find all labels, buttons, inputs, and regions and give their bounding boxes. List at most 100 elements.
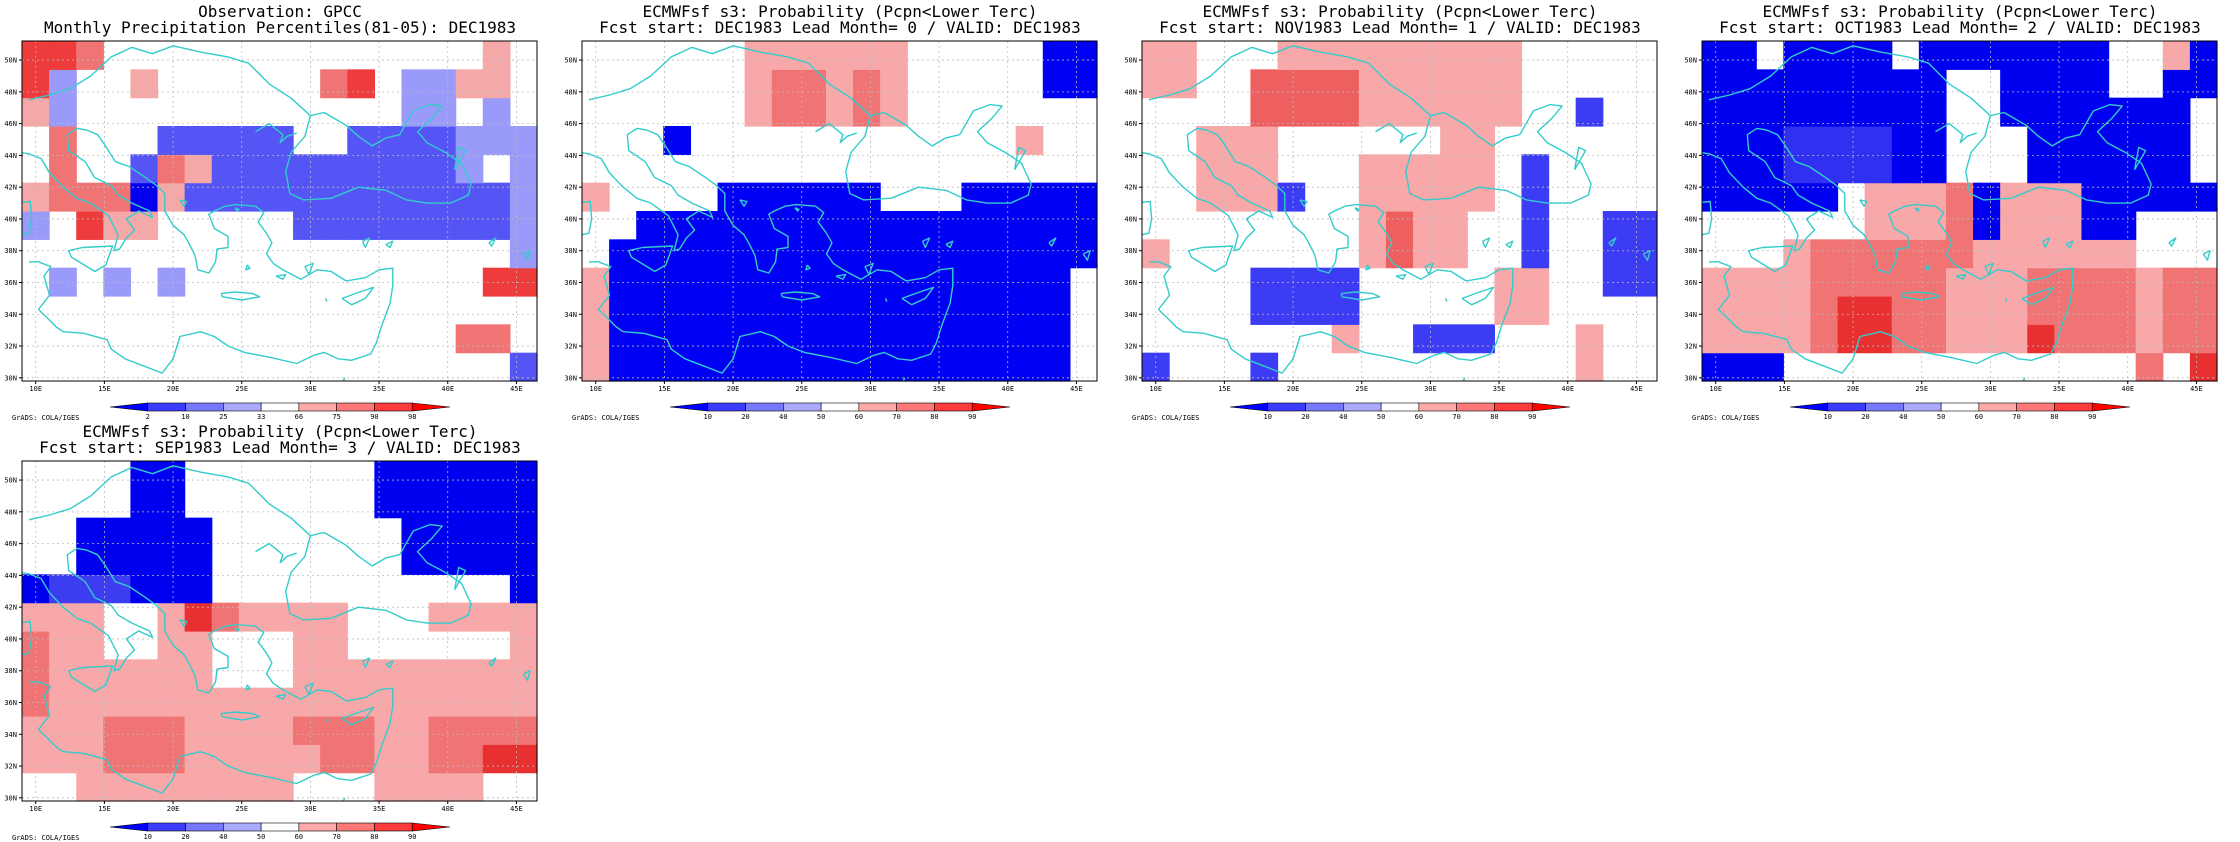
coastline [1082, 249, 1091, 262]
precipitation-map: 30N 32N 34N 36N 38N 40N 42N 44N 46N 48N 50N 10E 15E 2… [1124, 40, 1658, 421]
map-frame [1141, 40, 1658, 382]
grid-cell [2108, 296, 2137, 325]
panel-title: ECMWFsf s3: Probability (Pcpn<Lower Terc… [1202, 2, 1598, 21]
colorbar-swatch [109, 822, 149, 832]
grid-cell [347, 744, 375, 774]
coastline [1188, 245, 1234, 273]
grid-cell [1729, 352, 1757, 382]
coastline [361, 657, 371, 669]
grid-cell [1702, 126, 1730, 155]
grid-cell [1864, 211, 1893, 240]
colorbar-label: 20 [1861, 413, 1869, 421]
coastline [1505, 240, 1514, 249]
grid-cell [853, 41, 881, 70]
grid-cell [428, 461, 457, 490]
grid-cell [2000, 41, 2028, 70]
coastline [453, 146, 467, 171]
grid-cell [103, 744, 132, 774]
grid-cell [2135, 296, 2164, 325]
grads-credit: GrADS: COLA/IGES [1692, 414, 1760, 422]
grid-cell [1358, 41, 1387, 70]
grid-cell [1331, 69, 1360, 99]
coastline [275, 693, 287, 701]
coastline [2021, 286, 2055, 306]
grid-cell [455, 211, 484, 240]
grid-cell [2081, 97, 2110, 127]
coastline [945, 240, 954, 249]
grid-cell [798, 324, 827, 354]
coastline [275, 273, 287, 281]
colorbar-swatch [745, 402, 784, 412]
grid-cell [825, 267, 854, 297]
lon-label: 10E [29, 805, 42, 813]
grid-cell [401, 211, 430, 240]
grid-cell [1521, 239, 1550, 269]
lat-label: 36N [4, 699, 17, 707]
grid-cell [1042, 296, 1071, 325]
grid-cell [1385, 211, 1414, 240]
grid-cell [2162, 267, 2191, 297]
grid-cell [211, 716, 240, 745]
map-panel-4: ECMWFsf s3: Probability (Pcpn<Lower Terc… [1680, 0, 2240, 422]
grid-cell [49, 41, 77, 70]
grid-cell [509, 631, 538, 660]
colorbar: 10 20 40 50 60 70 80 90 [669, 402, 1011, 421]
map-panel-5: ECMWFsf s3: Probability (Pcpn<Lower Terc… [0, 420, 560, 842]
coastline [588, 129, 954, 374]
grid-cell [1756, 296, 1784, 325]
grid-cell [1810, 324, 1839, 354]
lon-label: 30E [304, 805, 317, 813]
grid-cell [482, 517, 511, 547]
grid-cell [771, 97, 800, 127]
grid-cell [157, 517, 186, 547]
grid-cell [1015, 267, 1044, 297]
grid-cell [744, 41, 773, 70]
grid-cell [1015, 352, 1044, 382]
coastline [1900, 291, 1941, 301]
coastline [1573, 146, 1587, 171]
colorbar-label: 10 [704, 413, 712, 421]
grid-cell [880, 239, 908, 269]
grid-cell [2189, 296, 2218, 325]
grid-cell [1142, 41, 1170, 70]
grid-cell [157, 182, 186, 212]
lon-label: 40E [1001, 385, 1014, 393]
coastline [488, 657, 497, 667]
coastline [28, 465, 472, 624]
coastline [815, 122, 857, 144]
grid-cell [1521, 211, 1550, 240]
grid-cell [934, 239, 963, 269]
coastline [304, 262, 314, 276]
coastline [245, 264, 251, 271]
grid-cell [1142, 239, 1170, 269]
grid-cell [76, 41, 104, 70]
grid-cell [428, 744, 457, 774]
grid-cell [1042, 41, 1071, 70]
grid-cell [482, 267, 511, 297]
grid-cell [374, 744, 403, 774]
lat-label: 50N [1124, 57, 1137, 65]
coastline [1914, 207, 1920, 212]
grid-cell [509, 546, 538, 575]
grid-cell [211, 126, 240, 155]
lon-label: 40E [1561, 385, 1574, 393]
grid-cell [1304, 41, 1333, 70]
colorbar-swatch [971, 402, 1011, 412]
grid-cell [988, 211, 1017, 240]
grid-cell [1015, 239, 1044, 269]
grid-cell [1864, 69, 1893, 99]
grid-cell [1945, 239, 1974, 269]
grid-cell [1810, 126, 1839, 155]
colorbar-swatch [2054, 402, 2093, 412]
colorbar-swatch [336, 822, 375, 832]
coastline [864, 262, 874, 276]
grid-cell [798, 97, 827, 127]
grid-cell [103, 716, 132, 745]
grid-cell [1042, 239, 1071, 269]
grid-cell [1385, 97, 1414, 127]
grid-cell [2162, 296, 2191, 325]
grid-cell [1467, 154, 1495, 184]
lat-label: 42N [1124, 184, 1137, 192]
grid-cell [103, 517, 132, 547]
colorbar-label: 40 [1899, 413, 1907, 421]
